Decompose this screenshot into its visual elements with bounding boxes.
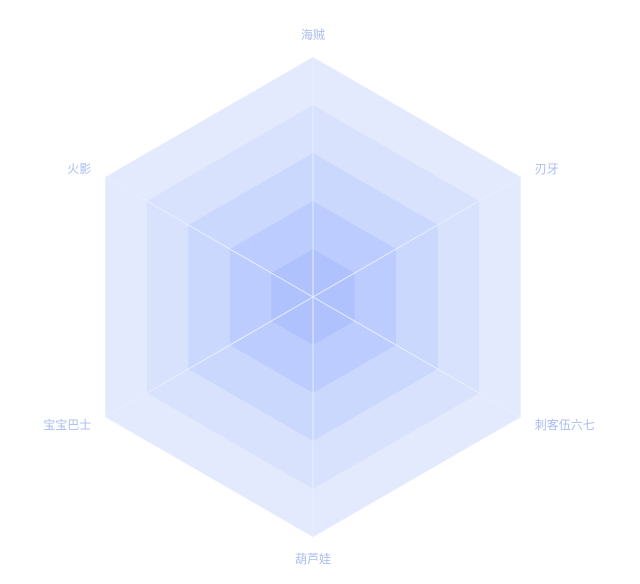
radar-axis-line [104,296,314,418]
axis-label-4: 宝宝巴士 [43,418,91,432]
axis-label-5: 火影 [67,162,91,176]
radar-axis-line [312,176,522,298]
axis-label-2: 刺客伍六七 [535,417,595,432]
axis-label-1: 刃牙 [535,162,559,176]
axis-label-3: 葫芦娃 [295,552,331,566]
axis-label-0: 海贼 [301,27,325,42]
radar-axis-line [104,176,314,298]
radar-axis-line [312,296,522,418]
radar-axis-lines [104,57,522,537]
